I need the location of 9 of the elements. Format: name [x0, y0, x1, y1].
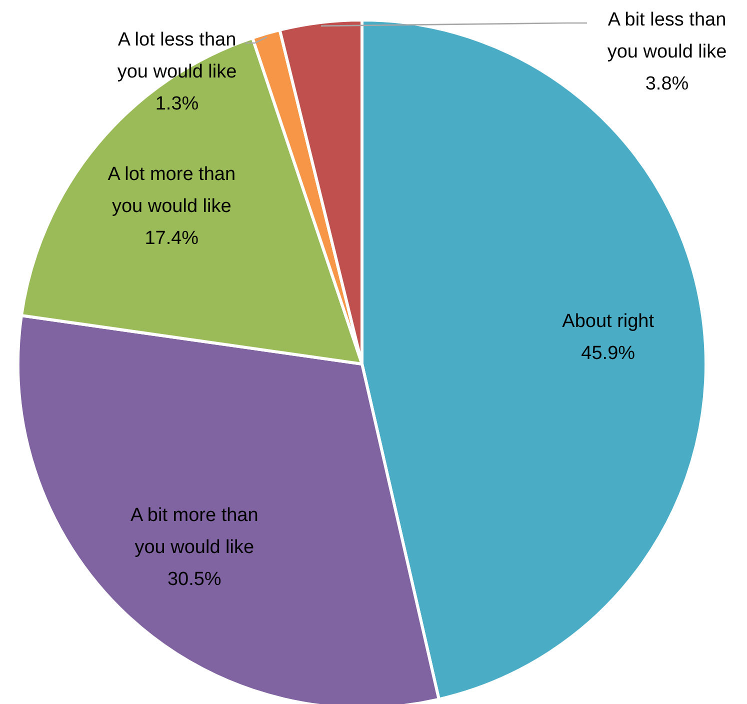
- data-label: 30.5%: [167, 569, 222, 590]
- slice-label: A bit less than you would like: [607, 10, 727, 63]
- slice-label: A bit more than you would like: [130, 505, 258, 558]
- data-label: 45.9%: [581, 342, 636, 364]
- slice-label: About right: [562, 310, 655, 332]
- data-label: 1.3%: [155, 94, 199, 115]
- data-label: 17.4%: [144, 228, 199, 250]
- slice-label: A lot more than you would like: [108, 164, 236, 218]
- data-label: 3.8%: [645, 74, 689, 95]
